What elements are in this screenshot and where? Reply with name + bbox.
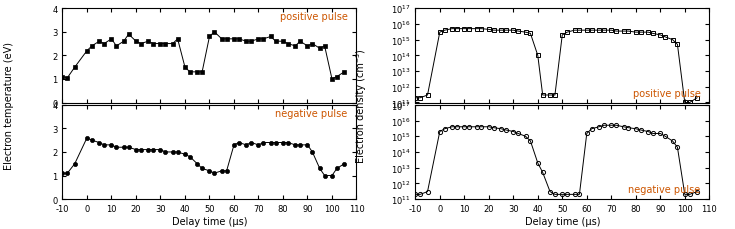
Text: positive pulse: positive pulse <box>633 88 700 98</box>
Text: Electron temperature (eV): Electron temperature (eV) <box>4 42 14 169</box>
X-axis label: Delay time (μs): Delay time (μs) <box>525 216 600 226</box>
Text: negative pulse: negative pulse <box>628 185 700 194</box>
Text: negative pulse: negative pulse <box>276 108 348 118</box>
Text: positive pulse: positive pulse <box>280 12 348 22</box>
Text: Electron density (cm⁻³): Electron density (cm⁻³) <box>356 49 367 162</box>
X-axis label: Delay time (μs): Delay time (μs) <box>172 216 247 226</box>
